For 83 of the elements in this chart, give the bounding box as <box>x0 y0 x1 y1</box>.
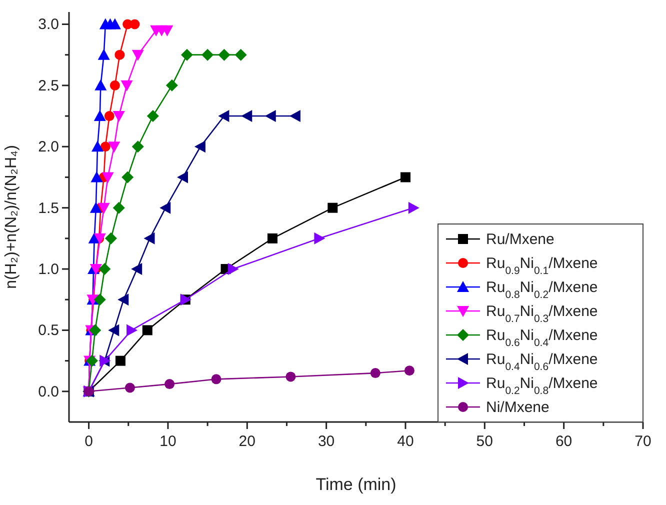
point <box>234 48 247 61</box>
point <box>94 79 107 90</box>
legend-label: Ru$_{0.6}$Ni$_{0.4}$/Mxene <box>486 327 598 349</box>
point <box>115 356 126 366</box>
y-tick-label: 2.0 <box>38 138 59 156</box>
point <box>218 110 230 122</box>
x-tick-label: 60 <box>555 433 572 450</box>
y-tick-label: 1.0 <box>38 261 59 278</box>
x-tick-label: 50 <box>476 433 493 450</box>
point <box>132 140 144 153</box>
point <box>264 110 276 122</box>
point <box>114 50 125 60</box>
point <box>228 263 239 276</box>
point <box>112 202 125 214</box>
legend-label: Ru$_{0.9}$Ni$_{0.1}$/Mxene <box>486 255 598 277</box>
point <box>90 202 102 213</box>
x-tick-label: 30 <box>318 433 335 450</box>
point <box>314 232 326 244</box>
point <box>104 232 117 244</box>
point <box>108 18 121 30</box>
point <box>241 110 252 122</box>
x-tick-label: 10 <box>160 433 176 450</box>
x-axis-title: Time (min) <box>316 475 396 494</box>
point <box>118 294 129 306</box>
point <box>131 263 142 276</box>
point <box>211 374 222 384</box>
point <box>194 140 206 153</box>
point <box>180 48 193 61</box>
y-tick-label: 1.5 <box>38 200 59 217</box>
y-tick-label: 3.0 <box>38 16 59 34</box>
legend-label: Ru$_{0.7}$Ni$_{0.3}$/Mxene <box>486 303 598 325</box>
point <box>104 111 114 122</box>
point <box>267 233 278 244</box>
point <box>146 110 159 122</box>
point <box>370 368 380 378</box>
text: 0.0 <box>38 383 59 400</box>
point <box>166 79 178 92</box>
point <box>160 202 171 214</box>
x-tick-label: 70 <box>634 433 652 450</box>
point <box>132 50 144 61</box>
point <box>124 382 135 393</box>
point <box>102 172 114 184</box>
point <box>408 202 420 214</box>
y-tick-label: 2.5 <box>38 77 59 94</box>
point <box>328 202 338 213</box>
point <box>161 25 174 36</box>
legend-label: Ni/Mxene <box>486 399 550 416</box>
point <box>108 324 120 336</box>
point <box>122 171 134 184</box>
point <box>286 372 296 382</box>
point <box>177 171 188 184</box>
point <box>126 324 138 336</box>
point <box>108 142 120 153</box>
legend-label: Ru/Mxene <box>486 231 554 248</box>
legend-label: Ru$_{0.8}$Ni$_{0.2}$/Mxene <box>486 279 598 301</box>
y-axis-title: n(H₂)+n(N₂)/n(N₂H₄) <box>3 145 20 289</box>
point <box>404 366 414 376</box>
point <box>400 172 410 182</box>
point <box>130 19 140 30</box>
point <box>112 111 125 122</box>
point <box>98 48 110 60</box>
point <box>202 48 214 61</box>
x-tick-label: 20 <box>238 433 256 450</box>
point <box>98 202 110 214</box>
legend-label: Ru$_{0.4}$Ni$_{0.6}$/Mxene <box>486 351 598 373</box>
point <box>90 171 103 182</box>
point <box>98 263 111 276</box>
point <box>110 80 120 90</box>
point <box>218 48 230 61</box>
y-tick-label: 0.5 <box>38 322 59 340</box>
point <box>120 80 133 92</box>
point <box>289 110 300 122</box>
point <box>94 294 106 306</box>
x-tick-label: 40 <box>397 433 414 450</box>
point <box>89 324 102 336</box>
point <box>144 232 155 244</box>
legend-label: Ru$_{0.2}$Ni$_{0.8}$/Mxene <box>486 375 598 397</box>
point <box>92 140 104 152</box>
point <box>100 142 110 152</box>
x-tick-label: 0 <box>84 433 93 450</box>
point <box>164 379 175 390</box>
point <box>142 325 152 336</box>
point <box>94 110 106 122</box>
